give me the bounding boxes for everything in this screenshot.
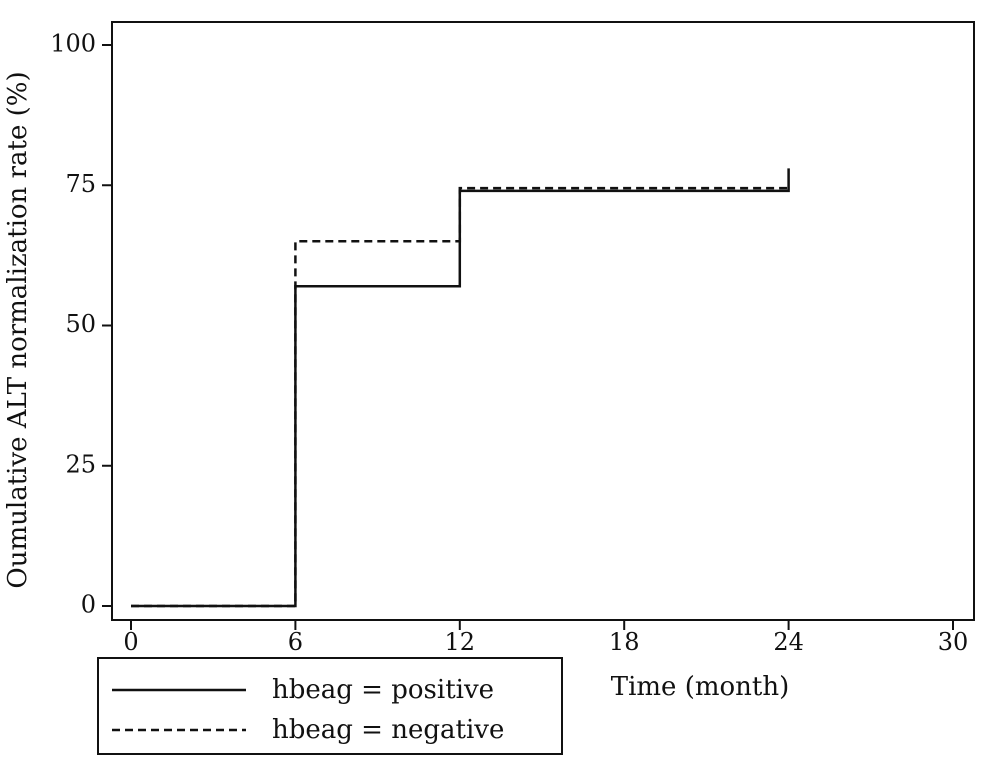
y-tick-label: 75	[65, 170, 96, 198]
legend-label-positive: hbeag = positive	[272, 675, 494, 705]
x-tick-label: 18	[609, 628, 640, 656]
y-axis-title: Oumulative ALT normalization rate (%)	[3, 71, 33, 588]
series-group	[131, 168, 790, 608]
x-tick-label: 30	[938, 628, 969, 656]
x-axis-title: Time (month)	[611, 672, 790, 702]
legend: hbeag = positive hbeag = negative	[97, 657, 563, 755]
y-tick-label: 25	[65, 450, 96, 478]
x-tick-label: 12	[445, 628, 476, 656]
series-line-positive	[131, 168, 790, 608]
legend-box	[97, 657, 563, 755]
x-tick-label: 0	[123, 628, 138, 656]
y-axis: 0 25 50 75 100	[50, 30, 112, 619]
plot-frame	[111, 21, 975, 621]
legend-label-negative: hbeag = negative	[272, 715, 504, 745]
y-tick-label: 100	[50, 30, 96, 58]
x-axis: 0 6 12 18 24 30	[123, 620, 968, 656]
x-tick-label: 24	[773, 628, 804, 656]
x-tick-label: 6	[288, 628, 303, 656]
y-tick-label: 0	[81, 591, 96, 619]
plot-border	[111, 21, 975, 621]
series-line-negative	[131, 186, 789, 608]
y-tick-label: 50	[65, 310, 96, 338]
